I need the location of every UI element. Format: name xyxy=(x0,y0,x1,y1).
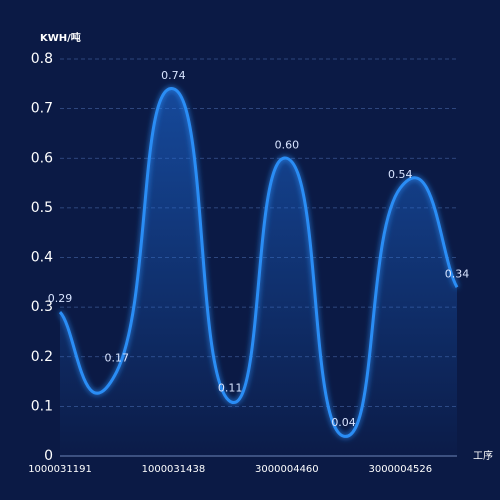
x-tick-label: 1000031191 xyxy=(28,464,92,475)
y-tick-label: 0.8 xyxy=(31,51,53,67)
y-tick-label: 0.5 xyxy=(31,200,53,216)
x-axis-label: 工序 xyxy=(473,449,493,462)
data-label: 0.04 xyxy=(331,416,356,429)
data-label: 0.54 xyxy=(388,168,413,181)
data-label: 0.11 xyxy=(218,381,243,394)
line xyxy=(58,87,459,438)
area xyxy=(60,88,457,456)
y-axis-label: KWH/吨 xyxy=(40,31,81,44)
y-tick-label: 0 xyxy=(44,448,53,464)
y-tick-label: 0.6 xyxy=(31,150,53,166)
data-label: 0.34 xyxy=(445,267,470,280)
x-tick-label: 3000004460 xyxy=(255,464,319,475)
y-tick-label: 0.3 xyxy=(31,299,53,315)
y-tick-label: 0.2 xyxy=(31,349,53,365)
data-label: 0.74 xyxy=(161,69,186,82)
x-tick-label: 1000031438 xyxy=(142,464,206,475)
data-label: 0.29 xyxy=(48,292,73,305)
y-tick-label: 0.7 xyxy=(31,101,53,117)
data-label: 0.17 xyxy=(104,352,129,365)
data-label: 0.60 xyxy=(275,138,300,151)
y-tick-label: 0.4 xyxy=(31,250,53,266)
y-tick-label: 0.1 xyxy=(31,398,53,414)
x-tick-label: 3000004526 xyxy=(368,464,432,475)
